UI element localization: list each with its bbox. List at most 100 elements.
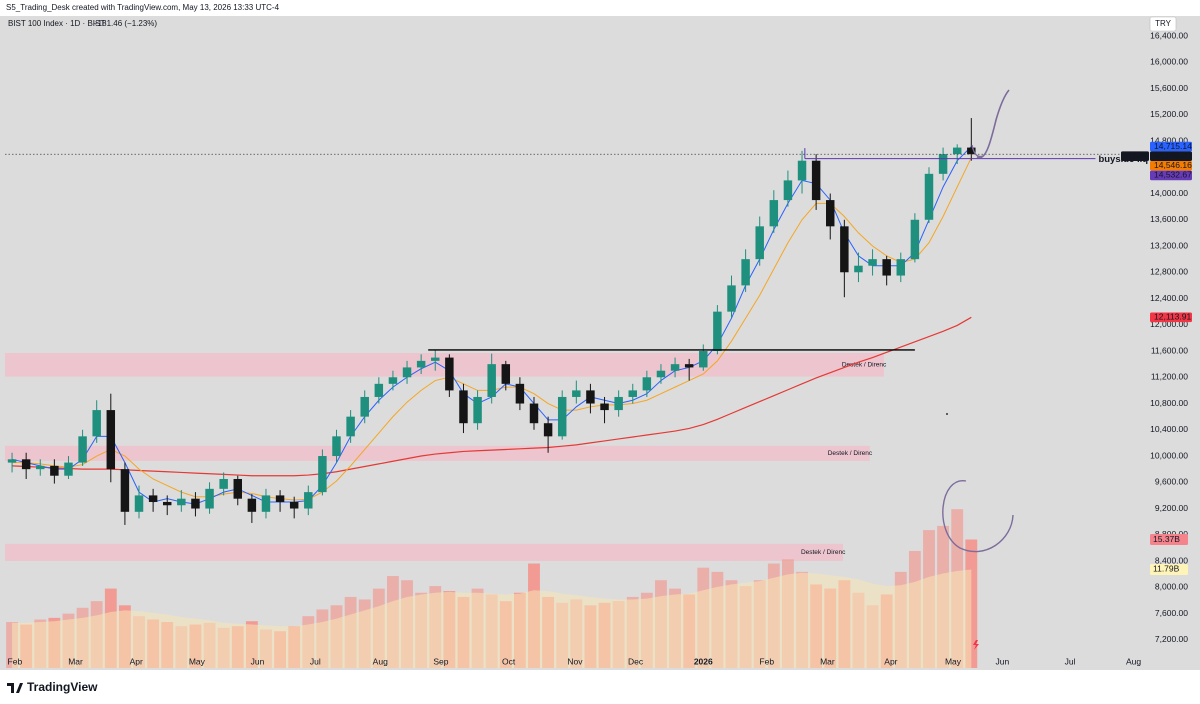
candle-body: [318, 456, 327, 493]
candle-body: [388, 377, 398, 384]
currency-box[interactable]: [1149, 16, 1177, 32]
candle-body: [205, 488, 214, 509]
x-tick-label: Dec: [628, 656, 644, 666]
candle-body: [699, 351, 708, 368]
candle-body: [924, 173, 934, 220]
candle-body: [275, 495, 285, 502]
candle-body: [134, 495, 144, 512]
logo-icon: [7, 683, 23, 693]
candle-body: [148, 495, 158, 502]
candle-body: [261, 495, 271, 512]
candle-body: [840, 226, 849, 273]
price-label-box: [1150, 312, 1192, 323]
price-label: 14,532.67: [1154, 170, 1192, 180]
candle-body: [642, 377, 652, 391]
x-tick-label: Oct: [502, 656, 516, 666]
candle-body: [910, 219, 920, 260]
candle-body: [177, 498, 186, 506]
price-label-box: [1150, 170, 1192, 181]
candle-body: [120, 469, 130, 512]
candle-body: [233, 478, 242, 499]
dot: [946, 413, 948, 415]
plot-background: [0, 16, 1200, 670]
plot: Destek / Direnc Destek / Direnc Destek / D…: [5, 30, 1192, 668]
candle-body: [501, 364, 511, 384]
price-label-box: [1150, 141, 1192, 152]
y-tick-label: 11,600.00: [1151, 345, 1188, 355]
price-change: −181.46 (−1.23%): [93, 19, 157, 28]
y-tick-label: 7,600.00: [1155, 608, 1188, 618]
candle-body: [431, 357, 440, 361]
candle-body: [106, 410, 116, 470]
volume-label-box: [1150, 534, 1188, 546]
drawn-arrow: [976, 89, 1010, 159]
y-tick-label: 12,800.00: [1150, 267, 1188, 277]
candle-body: [670, 364, 680, 371]
candle-body: [162, 501, 172, 506]
x-tick-label: Sep: [433, 656, 448, 666]
candle-body: [78, 436, 87, 463]
y-tick-label: 15,600.00: [1150, 83, 1188, 93]
candle-body: [360, 396, 369, 417]
x-tick-label: Jun: [251, 656, 265, 666]
volume-average: [12, 569, 972, 668]
y-tick-label: 12,000.00: [1150, 319, 1188, 329]
candle-body: [445, 357, 454, 391]
candle-body: [868, 259, 877, 266]
candle-body: [515, 383, 525, 404]
y-tick-label: 9,600.00: [1155, 477, 1188, 487]
zone-label: Destek / Direnc: [801, 549, 846, 556]
candle-body: [656, 370, 666, 378]
candle-body: [487, 364, 496, 397]
alert-icon: [973, 640, 979, 650]
y-tick-label: 13,200.00: [1150, 240, 1188, 250]
candle-body: [219, 478, 228, 489]
candle-body: [938, 154, 948, 174]
symbol-tag-box: [1121, 151, 1149, 161]
price-label: 14,546.16: [1154, 160, 1192, 170]
candle-body: [332, 436, 341, 457]
candle-body: [586, 390, 595, 404]
candle-body: [826, 200, 835, 227]
y-tick-label: 14,000.00: [1150, 188, 1188, 198]
candle-body: [247, 498, 257, 512]
x-tick-label: 2026: [694, 656, 713, 666]
x-tick-label: May: [189, 656, 206, 666]
candle-body: [7, 459, 17, 463]
candle-body: [882, 259, 891, 276]
zone-label: Destek / Direnc: [828, 450, 873, 457]
candle-body: [64, 462, 73, 476]
zone: [5, 352, 884, 377]
candle-body: [769, 200, 779, 227]
candle-body: [896, 259, 906, 276]
candle-body: [741, 259, 750, 286]
y-tick-label: 9,200.00: [1155, 503, 1188, 513]
y-tick-label: 10,400.00: [1150, 424, 1188, 434]
volume-label-box: [1150, 563, 1188, 575]
candle-body: [713, 311, 722, 352]
candle-body: [21, 459, 31, 470]
x-tick-label: Jul: [1065, 656, 1076, 666]
candle-body: [473, 396, 482, 424]
x-tick-label: Feb: [759, 656, 774, 666]
x-tick-label: Mar: [68, 656, 83, 666]
currency[interactable]: TRY: [1155, 19, 1172, 28]
candle-body: [967, 147, 976, 155]
price-label-box: [1150, 151, 1192, 161]
y-tick-label: 11,200.00: [1151, 372, 1188, 382]
x-tick-label: Feb: [8, 656, 23, 666]
candle-body: [459, 390, 468, 424]
x-tick-label: Apr: [130, 656, 143, 666]
candle-body: [50, 465, 59, 476]
x-tick-label: Jul: [310, 656, 321, 666]
candle-body: [727, 285, 736, 312]
brand: TradingView: [27, 680, 98, 694]
y-tick-label: 16,000.00: [1150, 57, 1188, 67]
candle-body: [755, 226, 764, 260]
candle-body: [557, 396, 567, 437]
candle-body: [854, 265, 863, 273]
candle-body: [543, 423, 553, 437]
zone-label: Destek / Direnc: [842, 362, 887, 369]
candle-body: [36, 465, 45, 470]
x-tick-label: May: [945, 656, 962, 666]
